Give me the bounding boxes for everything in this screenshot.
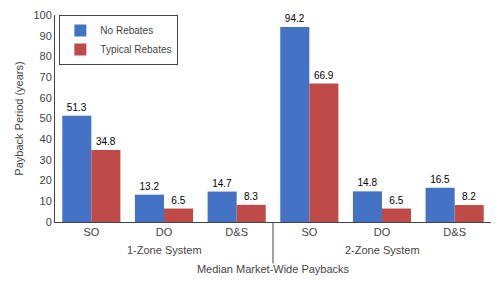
svg-text:70: 70 (40, 71, 52, 83)
svg-text:80: 80 (40, 50, 52, 62)
svg-text:Median Market-Wide Paybacks: Median Market-Wide Paybacks (197, 263, 350, 275)
svg-text:66.9: 66.9 (314, 70, 334, 81)
svg-text:0: 0 (46, 216, 52, 228)
svg-text:No Rebates: No Rebates (100, 25, 153, 36)
svg-text:6.5: 6.5 (389, 195, 403, 206)
svg-text:20: 20 (40, 174, 52, 186)
svg-text:40: 40 (40, 133, 52, 145)
svg-text:8.3: 8.3 (244, 191, 258, 202)
svg-text:DO: DO (156, 226, 173, 238)
svg-text:1-Zone System: 1-Zone System (127, 244, 202, 256)
svg-text:100: 100 (33, 9, 51, 21)
svg-text:6.5: 6.5 (171, 195, 185, 206)
svg-text:94.2: 94.2 (285, 13, 305, 24)
svg-text:DO: DO (374, 226, 391, 238)
svg-text:2-Zone System: 2-Zone System (345, 244, 420, 256)
svg-text:16.5: 16.5 (430, 174, 450, 185)
svg-text:34.8: 34.8 (96, 136, 116, 147)
svg-text:90: 90 (40, 30, 52, 42)
svg-text:60: 60 (40, 92, 52, 104)
svg-text:D&S: D&S (443, 226, 466, 238)
svg-text:SO: SO (83, 226, 99, 238)
svg-text:13.2: 13.2 (140, 181, 160, 192)
svg-text:50: 50 (40, 112, 52, 124)
svg-text:Payback Period (years): Payback Period (years) (13, 61, 25, 175)
svg-text:Typical Rebates: Typical Rebates (100, 44, 171, 55)
svg-text:14.8: 14.8 (358, 177, 378, 188)
svg-text:8.2: 8.2 (462, 191, 476, 202)
svg-text:D&S: D&S (225, 226, 248, 238)
svg-text:10: 10 (40, 195, 52, 207)
svg-text:14.7: 14.7 (212, 178, 232, 189)
svg-text:51.3: 51.3 (67, 102, 87, 113)
svg-text:30: 30 (40, 154, 52, 166)
svg-text:SO: SO (301, 226, 317, 238)
